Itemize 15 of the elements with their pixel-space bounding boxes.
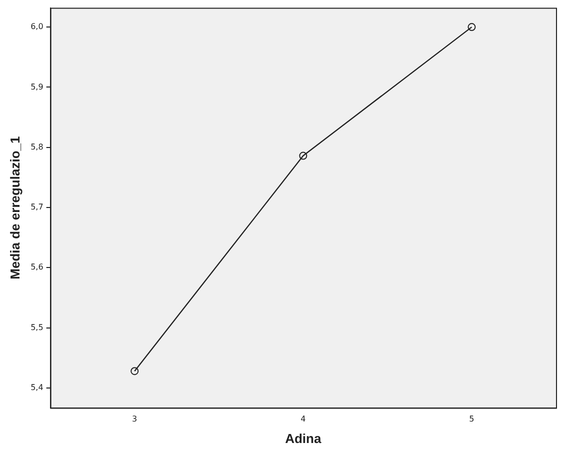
x-tick-label: 5 [469,414,474,424]
point [130,367,139,376]
y-tick-label: 5,7 [30,202,44,212]
y-tick-label: 5,4 [30,383,44,392]
y-tick-label: 5,5 [30,322,44,332]
y-tick-label: 5,9 [30,82,44,92]
y-axis-title: Media de erregulazio_1 [7,136,22,280]
point [468,23,476,32]
point [299,152,308,160]
y-tick-label: 5,6 [30,262,44,272]
x-tick-label: 4 [300,414,306,424]
y-tick-label: 5,8 [30,142,44,152]
x-tick-label: 3 [132,414,138,424]
x-axis-title: Adina [285,430,322,446]
y-tick-label: 6,0 [30,22,44,32]
